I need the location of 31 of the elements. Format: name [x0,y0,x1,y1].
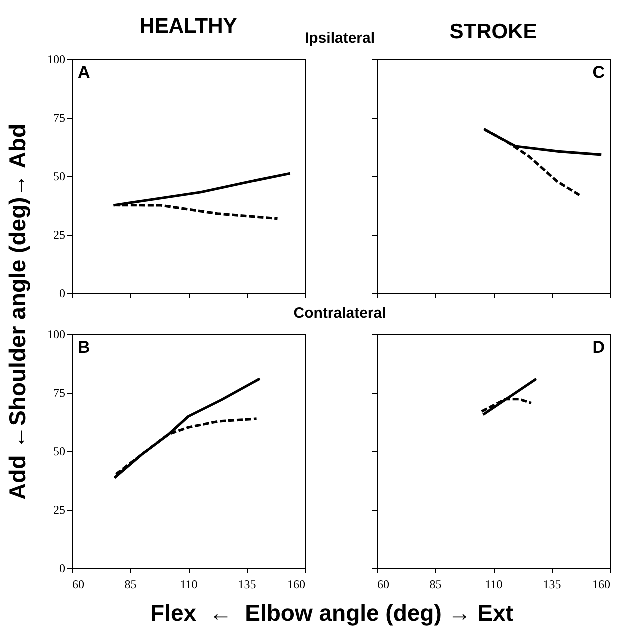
y-tick-label: 0 [60,286,66,300]
annotation: A [78,63,90,82]
y-tick-label: 25 [54,228,66,242]
y-axis-title: Add ←Shoulder angle (deg)→ Abd [4,124,32,500]
annotation: B [78,338,90,357]
x-tick-label: 110 [485,578,503,592]
x-tick-label: 160 [592,578,610,592]
chart-title: HEALTHY [140,15,238,38]
x-tick-label: 60 [72,578,84,592]
x-tick-label: 60 [378,578,390,592]
x-tick-label: 160 [288,578,306,592]
y-tick-label: 50 [54,170,66,184]
line-series [113,378,262,480]
y-tick-label: 0 [60,562,66,576]
annotation: C [592,63,605,82]
x-tick-label: 85 [430,578,442,592]
y-tick-label: 100 [48,328,66,342]
x-tick-label: 110 [180,578,198,592]
x-axis-title: Flex ← Elbow angle (deg) → Ext [150,600,514,627]
text: Contralateral [294,305,386,322]
y-tick-label: 50 [54,444,66,458]
y-tick-label: 75 [54,111,66,125]
annotation: D [592,338,605,357]
text: Ipsilateral [304,30,376,47]
chart-title: STROKE [450,20,538,44]
y-tick-label: 25 [54,503,66,517]
y-tick-label: 75 [54,386,66,400]
y-tick-label: 100 [48,52,66,66]
x-tick-label: 85 [124,578,137,592]
x-tick-label: 135 [238,578,256,592]
x-tick-label: 135 [543,578,562,592]
